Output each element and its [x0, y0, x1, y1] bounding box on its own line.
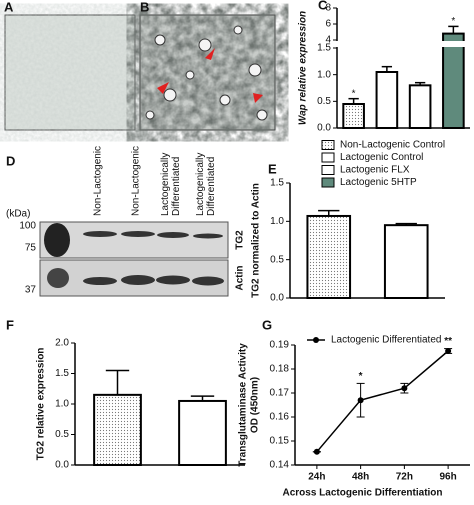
panel-label: E — [268, 161, 277, 176]
bar — [375, 71, 399, 129]
bar — [178, 399, 227, 467]
legend-swatch — [321, 140, 335, 150]
y-axis-label: Wap relative expression — [298, 11, 309, 125]
panel-label: F — [6, 317, 14, 332]
legend-marker — [313, 337, 319, 343]
bar — [306, 214, 352, 299]
y-tick-label: 0.15 — [270, 436, 290, 447]
marker-label: 75 — [25, 243, 37, 254]
panel-label: D — [6, 153, 15, 168]
y-tick-label: 1.0 — [270, 216, 284, 227]
legend-label: Lactogenic FLX — [340, 165, 410, 176]
point — [357, 397, 364, 404]
y-tick-label: 0.19 — [270, 340, 290, 351]
y-tick-label: 2.0 — [55, 338, 69, 349]
lane-label: Lactogenically — [195, 153, 206, 216]
y-tick-label: 0.0 — [55, 460, 69, 471]
band-label: Actin — [235, 266, 246, 291]
y-tick-label: 0.0 — [317, 123, 331, 134]
lane-label: Non-Lactogenic — [131, 146, 142, 216]
panel-label: B — [140, 0, 149, 14]
legend-label: Lactogenic 5HTP — [340, 177, 417, 188]
legend-swatch — [321, 152, 335, 163]
legend-swatch — [321, 177, 335, 188]
marker-label: 100 — [19, 221, 36, 232]
series-line — [316, 350, 449, 453]
y-tick-label: 1.0 — [317, 69, 331, 80]
y-tick-label: 0.14 — [270, 460, 290, 471]
y-axis-label: Transglutaminase Activity — [238, 343, 249, 467]
x-tick-label: 72h — [396, 472, 413, 483]
arrows — [157, 48, 263, 103]
image-a-texture — [5, 15, 135, 130]
y-tick-label: 4 — [325, 35, 331, 46]
y-tick-label: 1.5 — [317, 43, 331, 54]
significance: * — [352, 88, 356, 99]
legend-label: Lactogenic Differentiated — [331, 335, 441, 346]
x-tick-label: 48h — [352, 472, 369, 483]
panel-label: A — [4, 0, 14, 14]
bar — [442, 32, 465, 129]
y-tick-label: 0.17 — [270, 388, 290, 399]
blot-unit: (kDa) — [6, 209, 30, 220]
band-label: TG2 — [235, 230, 246, 250]
y-tick-label: 6 — [325, 19, 331, 30]
significance: ** — [444, 336, 452, 347]
bar — [383, 224, 429, 300]
panel-label: C — [318, 0, 328, 12]
cells — [145, 25, 268, 121]
bar — [408, 84, 432, 130]
micrographs — [4, 14, 276, 131]
lane-label: Non-Lactogenic — [93, 146, 104, 216]
x-tick-label: 24h — [308, 472, 325, 483]
y-tick-label: 1.5 — [55, 368, 69, 379]
x-tick-label: 96h — [440, 472, 457, 483]
y-tick-label: 0.18 — [270, 364, 290, 375]
legend-label: Non-Lactogenic Control — [340, 140, 445, 151]
significance: * — [359, 371, 363, 382]
point — [445, 348, 452, 354]
legend-swatch — [321, 165, 335, 175]
y-axis-label: TG2 relative expression — [36, 348, 47, 461]
point — [313, 448, 320, 455]
x-axis-label: Across Lactogenic Differentiation — [282, 488, 442, 499]
point — [401, 385, 408, 392]
y-tick-label: 0.16 — [270, 412, 290, 423]
lane-label: Lactogenically — [160, 153, 171, 216]
bar — [342, 103, 365, 129]
lane-label: Differentiated — [171, 157, 182, 216]
y-tick-label: 0.5 — [317, 96, 331, 107]
axis-break — [331, 41, 470, 47]
y-tick-label: 1.5 — [270, 178, 284, 189]
marker-label: 37 — [25, 285, 37, 296]
y-tick-label: 8 — [325, 3, 331, 14]
y-tick-label: 0.0 — [270, 293, 284, 304]
blot — [39, 221, 229, 297]
y-tick-label: 0.5 — [270, 254, 284, 265]
significance: * — [451, 16, 455, 27]
y-tick-label: 0.5 — [55, 429, 69, 440]
legend-label: Lactogenic Control — [340, 152, 423, 163]
y-axis-label: OD (450nm) — [250, 377, 261, 433]
panel-label: G — [262, 317, 272, 332]
y-axis-label: TG2 normalized to Actin — [251, 183, 262, 298]
bar — [93, 393, 142, 467]
y-tick-label: 1.0 — [55, 399, 69, 410]
lane-label: Differentiated — [206, 157, 217, 216]
